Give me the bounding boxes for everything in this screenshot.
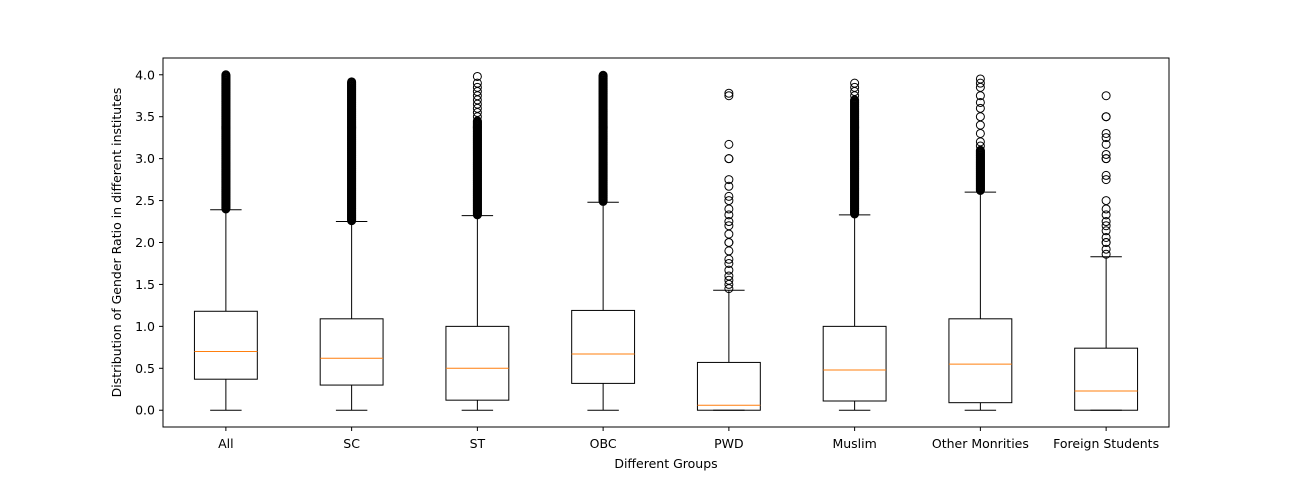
outlier-point bbox=[1101, 112, 1111, 122]
outlier-point bbox=[1101, 249, 1111, 259]
outlier-point bbox=[724, 217, 734, 227]
outlier-point bbox=[1101, 154, 1111, 164]
outlier-point bbox=[724, 258, 734, 268]
outlier-point bbox=[975, 141, 985, 151]
box-group-other-monrities bbox=[948, 74, 1013, 411]
box-group-sc bbox=[319, 77, 384, 411]
outlier-point bbox=[975, 112, 985, 122]
outlier-point bbox=[1101, 226, 1111, 236]
outlier-point bbox=[598, 70, 608, 80]
x-tick-label: Other Monrities bbox=[932, 436, 1029, 451]
x-tick-label: Foreign Students bbox=[1053, 436, 1159, 451]
outlier-point bbox=[1101, 196, 1111, 206]
box-group-st bbox=[445, 71, 510, 411]
y-tick-label: 2.0 bbox=[135, 235, 155, 250]
outlier-point bbox=[1101, 133, 1111, 143]
y-axis: 0.0 0.5 1.0 1.5 2.0 2.5 3.0 3.5 4.0 bbox=[135, 67, 163, 418]
outlier-point bbox=[347, 77, 357, 87]
plot-frame bbox=[162, 57, 1170, 428]
box-group-foreign-students bbox=[1074, 91, 1139, 411]
iqr-box bbox=[696, 361, 761, 411]
outlier-point bbox=[724, 191, 734, 201]
iqr-box bbox=[193, 310, 258, 380]
outlier-point bbox=[975, 128, 985, 138]
outlier-point bbox=[724, 154, 734, 164]
outlier-point bbox=[472, 78, 482, 88]
box-group-pwd bbox=[696, 88, 761, 411]
x-tick-label: ST bbox=[470, 436, 486, 451]
outlier-point bbox=[1101, 238, 1111, 247]
outlier-point bbox=[1101, 128, 1111, 138]
outlier-point bbox=[975, 97, 985, 107]
outlier-point bbox=[724, 88, 734, 98]
outlier-point bbox=[724, 210, 734, 220]
x-tick-label: Muslim bbox=[832, 436, 876, 451]
outlier-point bbox=[1101, 244, 1111, 254]
iqr-box bbox=[445, 325, 510, 401]
box-group-all bbox=[193, 70, 258, 411]
outlier-point bbox=[975, 74, 985, 84]
outlier-point bbox=[1101, 232, 1111, 242]
outlier-point bbox=[1101, 175, 1111, 185]
x-tick-label: SC bbox=[343, 436, 360, 451]
x-tick-label: OBC bbox=[590, 436, 617, 451]
outlier-point bbox=[724, 221, 734, 231]
outlier-point bbox=[1101, 221, 1111, 231]
box-group-obc bbox=[571, 70, 636, 411]
y-tick-label: 2.5 bbox=[135, 193, 155, 208]
box-group-muslim bbox=[822, 78, 887, 411]
outlier-point bbox=[1101, 210, 1111, 220]
outlier-point bbox=[724, 271, 734, 281]
outlier-point bbox=[724, 175, 734, 185]
outlier-point bbox=[724, 275, 734, 285]
iqr-box bbox=[571, 309, 636, 384]
outlier-point bbox=[724, 246, 734, 256]
outlier-point bbox=[724, 229, 734, 239]
plot-marks bbox=[193, 70, 1139, 411]
outlier-point bbox=[975, 78, 985, 88]
outlier-point bbox=[724, 196, 734, 206]
y-tick-label: 3.0 bbox=[135, 151, 155, 166]
y-tick-label: 4.0 bbox=[135, 67, 155, 82]
y-tick-label: 1.0 bbox=[135, 319, 155, 334]
outlier-point bbox=[724, 265, 734, 275]
y-tick-label: 0.0 bbox=[135, 403, 155, 418]
outlier-point bbox=[1101, 91, 1111, 101]
iqr-box bbox=[1074, 347, 1139, 411]
iqr-box bbox=[319, 318, 384, 386]
x-axis: All SC ST OBC PWD Muslim Other Monrities Foreig… bbox=[218, 427, 1159, 451]
y-tick-label: 1.5 bbox=[135, 277, 155, 292]
x-axis-label: Different Groups bbox=[614, 456, 717, 471]
x-tick-label: PWD bbox=[714, 436, 744, 451]
x-tick-label: All bbox=[218, 436, 234, 451]
outlier-point bbox=[724, 181, 734, 191]
outlier-point bbox=[850, 82, 860, 92]
outlier-point bbox=[1101, 139, 1111, 149]
outlier-point bbox=[472, 82, 482, 92]
outlier-point bbox=[1101, 204, 1111, 214]
outlier-point bbox=[724, 238, 734, 247]
outlier-point bbox=[724, 204, 734, 214]
outlier-point bbox=[1101, 149, 1111, 159]
y-axis-label: Distribution of Gender Ratio in differen… bbox=[109, 88, 124, 398]
outlier-point bbox=[221, 70, 231, 80]
outlier-point bbox=[975, 103, 985, 113]
outlier-point bbox=[1101, 217, 1111, 227]
iqr-box bbox=[948, 318, 1013, 404]
y-tick-label: 0.5 bbox=[135, 361, 155, 376]
outlier-point bbox=[975, 120, 985, 130]
outlier-point bbox=[724, 139, 734, 149]
outlier-point bbox=[850, 78, 860, 88]
outlier-point bbox=[724, 91, 734, 101]
y-tick-label: 3.5 bbox=[135, 109, 155, 124]
outlier-point bbox=[1101, 170, 1111, 180]
iqr-box bbox=[822, 325, 887, 402]
outlier-point bbox=[472, 71, 482, 81]
